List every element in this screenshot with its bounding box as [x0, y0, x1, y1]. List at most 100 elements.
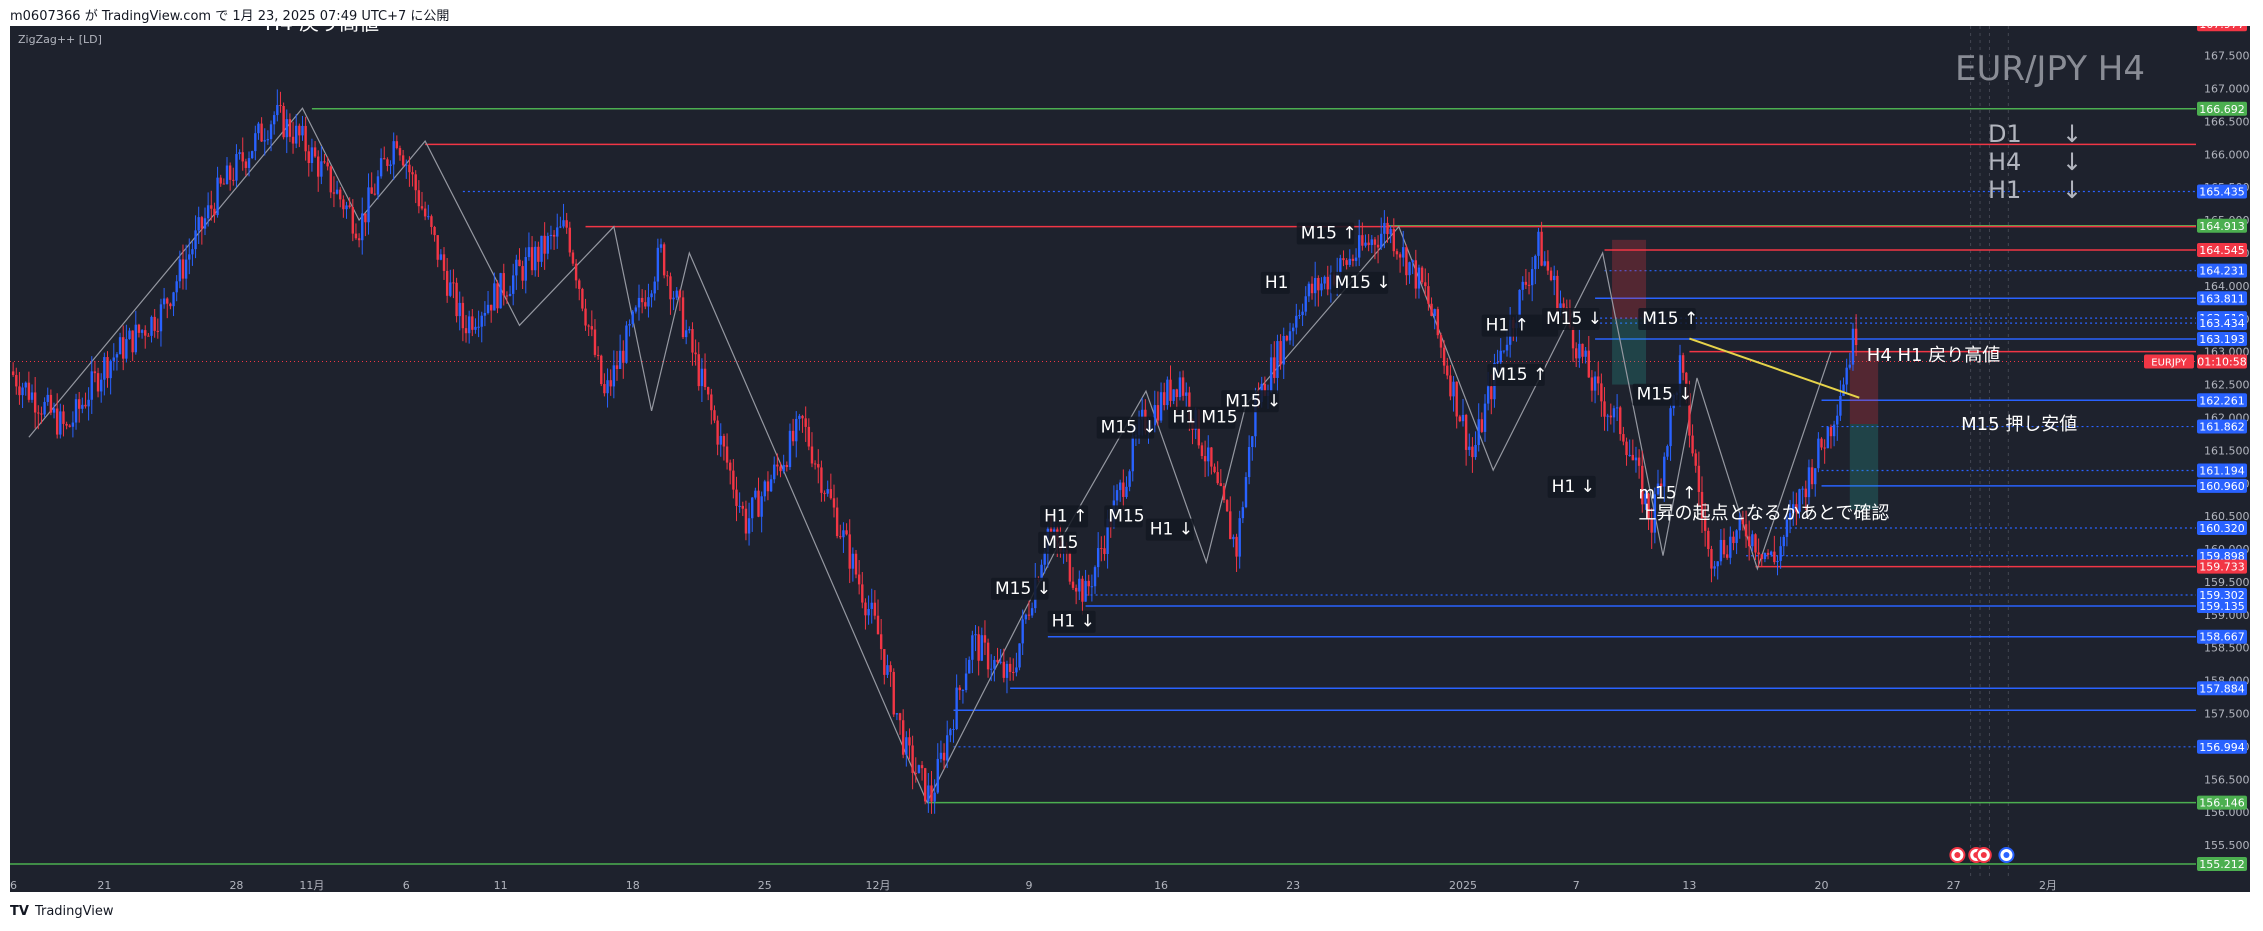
candle-body	[118, 337, 122, 355]
candle-body	[1738, 517, 1741, 531]
candle-body	[467, 316, 471, 334]
candle-body	[1178, 377, 1182, 398]
candle-body	[49, 394, 53, 413]
candle-body	[1411, 260, 1414, 263]
candle-body	[813, 463, 817, 465]
level-price-label: 163.434	[2199, 317, 2245, 330]
event-markers[interactable]	[1949, 847, 2015, 863]
candle-body	[1417, 267, 1421, 289]
candle-body	[1832, 424, 1836, 437]
candle-body	[1307, 283, 1311, 297]
candle-body	[785, 464, 789, 468]
candle-body	[153, 316, 156, 331]
candle-body	[958, 687, 961, 691]
candle-body	[351, 207, 355, 234]
annotation-box	[991, 577, 1049, 600]
candle-body	[357, 238, 361, 241]
candle-body	[354, 233, 358, 239]
candle-body	[1008, 663, 1012, 672]
candle-body	[1707, 530, 1710, 550]
candle-body	[766, 481, 770, 492]
candle-body	[474, 326, 477, 330]
candle-body	[898, 713, 902, 721]
chart-area[interactable]: M15 ↑ H1 M15 ↓ H1 ↑ M15 ↓ M15 ↑ M15 ↑ M15 ↓ M15 …	[10, 26, 2250, 892]
candle-body	[1012, 671, 1015, 673]
time-tick-label: 2025	[1449, 879, 1477, 892]
annotation-box	[1481, 314, 1559, 337]
candle-body	[84, 404, 87, 407]
candle-body	[486, 304, 490, 313]
candle-body	[1770, 551, 1773, 555]
candle-body	[659, 244, 663, 248]
level-price-label-bg	[2197, 795, 2247, 810]
candle-body	[367, 187, 370, 223]
annotation-label: H1 ↓	[1552, 477, 1595, 497]
candle-body	[568, 227, 572, 253]
candle-body	[52, 408, 56, 413]
price-note: M15 押し安値	[1961, 414, 2077, 435]
candle-body	[1074, 587, 1078, 592]
candle-body	[961, 690, 965, 692]
candle-body	[1096, 548, 1100, 568]
candle-body	[241, 152, 244, 162]
candle-body	[1436, 309, 1440, 336]
level-price-label: 163.193	[2199, 333, 2245, 346]
level-price-label: 160.320	[2199, 522, 2245, 535]
candle-body	[1625, 441, 1628, 456]
time-tick-label: 9	[1025, 879, 1032, 892]
candle-body	[106, 357, 109, 379]
price-note: 上昇の起点となるかあとで確認	[1638, 503, 1889, 524]
level-price-label: 163.811	[2199, 292, 2245, 305]
candle-body	[823, 492, 826, 494]
candle-body	[936, 758, 939, 793]
candle-body	[1342, 258, 1345, 261]
tradingview-logo[interactable]: TV TradingView	[10, 904, 113, 919]
candle-body	[1219, 483, 1223, 487]
candle-body	[1141, 409, 1144, 420]
annotation-label: M15	[1042, 533, 1078, 553]
candle-body	[763, 481, 766, 497]
candle-body	[562, 220, 565, 227]
candle-body	[414, 174, 417, 191]
candle-body	[942, 752, 946, 761]
annotation-label: M15 ↓	[1637, 385, 1693, 405]
candle-body	[634, 307, 638, 312]
candle-body	[313, 147, 317, 157]
candle-body	[27, 382, 31, 400]
annotation-label: H1 ↓	[1150, 520, 1193, 540]
candle-body	[1115, 490, 1119, 501]
candle-body	[442, 254, 446, 271]
candle-body	[1163, 392, 1166, 406]
candle-body	[122, 337, 125, 359]
candle-body	[1798, 489, 1801, 512]
time-tick-label: 25	[758, 879, 772, 892]
level-price-label: 156.994	[2199, 741, 2245, 754]
candle-body	[21, 387, 24, 396]
watermark: EUR/JPY H4	[1955, 49, 2145, 89]
candle-body	[423, 208, 427, 217]
candle-body	[647, 297, 650, 307]
level-price-label-bg	[2197, 184, 2247, 199]
candle-body	[1546, 261, 1550, 271]
candle-body	[65, 423, 68, 426]
candle-body	[990, 668, 993, 670]
trend-timeframe: H4	[1988, 148, 2021, 176]
candle-body	[1380, 233, 1383, 248]
candle-body	[1295, 315, 1298, 328]
candle-body	[93, 371, 97, 374]
candle-body	[1291, 327, 1295, 332]
candle-body	[317, 156, 320, 177]
candle-body	[1792, 504, 1795, 514]
candle-body	[1420, 267, 1424, 283]
annotation-box	[1040, 505, 1089, 528]
candle-body	[1103, 548, 1106, 555]
candle-body	[606, 380, 609, 394]
candle-body	[631, 311, 634, 324]
candle-body	[694, 352, 697, 355]
zigzag-line	[28, 107, 1832, 804]
candle-body	[1273, 357, 1276, 378]
candle-body	[732, 470, 735, 490]
candle-body	[77, 399, 81, 409]
price-chart[interactable]: M15 ↑ H1 M15 ↓ H1 ↑ M15 ↓ M15 ↑ M15 ↑ M15 ↓ M15 …	[10, 26, 2250, 892]
economic-event-dot	[2003, 852, 2010, 858]
